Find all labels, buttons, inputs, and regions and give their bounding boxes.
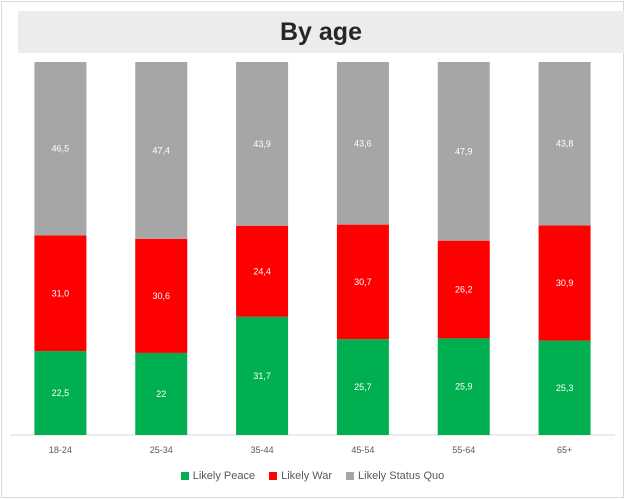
- data-label: 47,9: [455, 146, 473, 156]
- data-label: 46,5: [52, 144, 70, 154]
- bar-segment: [538, 340, 591, 435]
- data-label: 43,8: [556, 139, 574, 149]
- x-tick-label: 65+: [557, 445, 572, 455]
- legend-swatch: [180, 472, 189, 481]
- x-tick-label: 18-24: [49, 445, 72, 455]
- bar-segment: [437, 240, 490, 339]
- legend-item: Likely War: [269, 470, 332, 482]
- bar-segment: [538, 62, 591, 226]
- legend-label: Likely War: [281, 470, 333, 483]
- bar-segment: [34, 235, 87, 352]
- data-label: 31,7: [253, 371, 271, 381]
- data-label: 30,7: [354, 277, 372, 287]
- bar-segment: [336, 339, 389, 435]
- data-label: 25,3: [556, 383, 574, 393]
- legend-item: Likely Status Quo: [346, 470, 444, 482]
- legend-swatch: [269, 472, 278, 481]
- data-label: 31,0: [52, 288, 70, 298]
- legend-label: Likely Peace: [192, 470, 256, 483]
- x-tick-label: 45-54: [351, 445, 374, 455]
- bar-segment: [135, 238, 188, 353]
- x-tick-label: 55-64: [452, 445, 475, 455]
- bar-segment: [236, 316, 289, 435]
- bar-segment: [236, 62, 289, 226]
- data-label: 22,5: [52, 388, 70, 398]
- bar-segment: [236, 225, 289, 317]
- bar-segment: [538, 225, 591, 341]
- bar-segment: [34, 351, 87, 435]
- chart-title: By age: [280, 18, 362, 46]
- data-label: 30,9: [556, 278, 574, 288]
- x-tick-label: 25-34: [150, 445, 173, 455]
- legend-label: Likely Status Quo: [358, 470, 445, 483]
- chart-title-bar: By age: [18, 11, 624, 53]
- data-label: 47,4: [152, 145, 170, 155]
- data-label: 22: [156, 389, 166, 399]
- data-label: 26,2: [455, 285, 473, 295]
- bar-segment: [34, 62, 87, 236]
- legend-swatch: [346, 472, 355, 481]
- data-label: 25,9: [455, 382, 473, 392]
- bar-segment: [437, 62, 490, 241]
- data-label: 24,4: [253, 266, 271, 276]
- bar-segment: [135, 62, 188, 239]
- bar-segment: [336, 224, 389, 340]
- x-tick-label: 35-44: [251, 445, 274, 455]
- data-label: 43,6: [354, 138, 372, 148]
- data-label: 43,9: [253, 139, 271, 149]
- bar-segment: [336, 62, 389, 225]
- chart-legend: Likely Peace Likely War Likely Status Quo: [0, 470, 625, 482]
- data-label: 30,6: [152, 291, 170, 301]
- legend-item: Likely Peace: [180, 470, 256, 483]
- bar-segment: [437, 338, 490, 435]
- data-label: 25,7: [354, 382, 372, 392]
- bar-segment: [135, 352, 188, 435]
